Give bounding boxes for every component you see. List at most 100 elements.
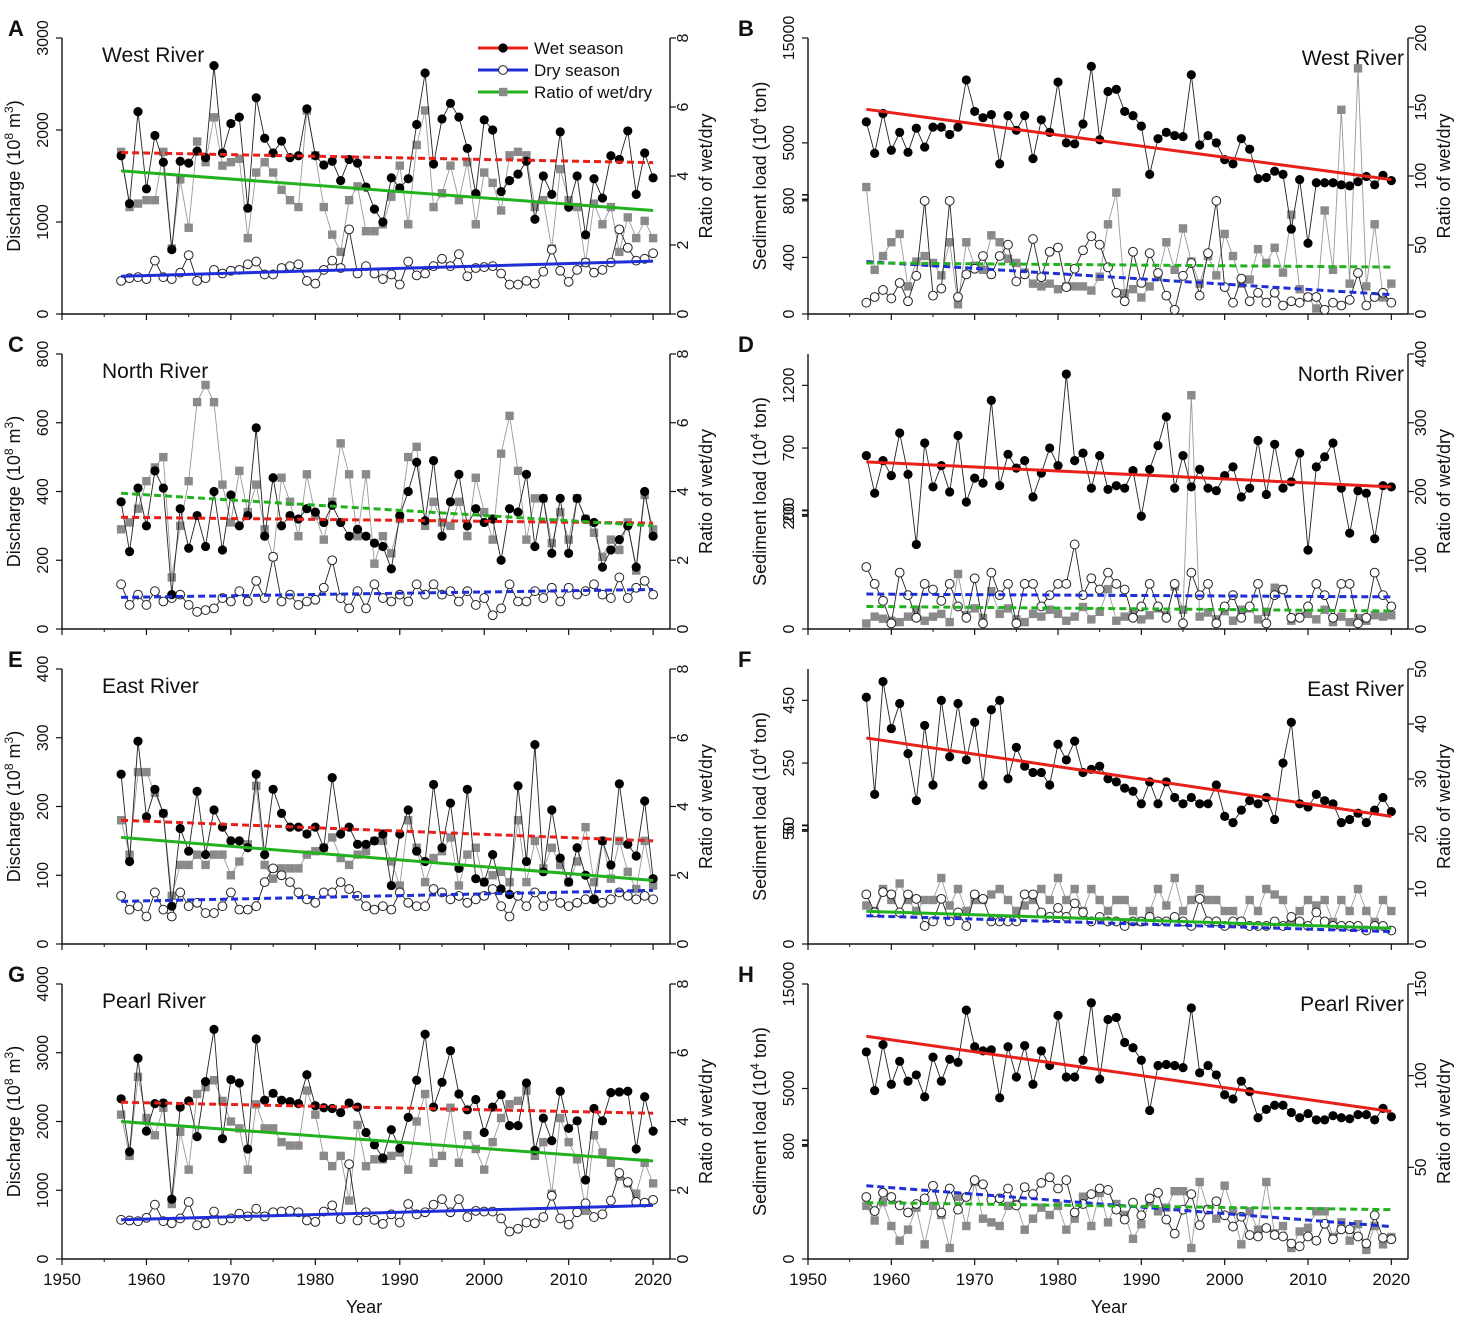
ratio-point [268,168,278,177]
ratio-point [522,877,531,887]
dry-point [149,887,160,898]
ratio-point [632,1189,641,1198]
ratio-point [589,199,599,208]
wet-point [920,1092,930,1102]
wet-point [928,1052,938,1062]
ratio-point [648,1179,658,1188]
ratio-point [429,853,438,863]
ratio-point [480,507,489,517]
wet-point [1120,1037,1130,1048]
y-tick-label: 800 [781,1133,798,1160]
wet-point [564,1123,574,1133]
wet-point [209,1024,219,1034]
wet-point [276,521,287,531]
ratio-point [218,480,227,489]
dry-point [648,1194,659,1205]
ratio-point [1137,293,1146,302]
ratio-point [1003,254,1013,263]
y2-tick-label: 0 [1413,624,1430,633]
ratio-point [1278,895,1288,905]
ratio-point [125,850,134,859]
ratio-point [1095,895,1104,905]
y2-axis-label: Ratio of wet/dry [1434,1059,1454,1184]
wet-point [175,823,185,834]
wet-point [234,112,244,122]
dry-point [1228,1221,1238,1232]
wet-point [1320,178,1330,188]
wet-point [1245,144,1255,154]
dry-point [1061,1175,1072,1185]
dry-point [1028,889,1038,900]
wet-point [861,450,871,461]
dry-point [1144,579,1155,589]
y-tick-label: 0 [781,624,798,633]
ratio-point [623,213,632,222]
ratio-point [522,151,531,160]
wet-point [936,1076,946,1086]
wet-point [895,698,905,709]
ratio-point [581,822,590,832]
dry-point [133,901,143,912]
wet-point [454,1089,464,1099]
dry-point [894,277,905,288]
ratio-point [895,1236,904,1245]
wet-point [133,107,143,117]
wet-point [488,125,498,135]
panel-title: West River [1302,47,1404,70]
dry-point [504,1226,515,1237]
dry-point [1261,1223,1272,1233]
wet-point [1295,1113,1305,1123]
ratio-point [1045,605,1054,614]
ratio-point [1103,906,1113,916]
dry-point [1311,292,1322,302]
ratio-point [192,1089,202,1099]
ratio-point [353,531,362,541]
ratio-point [962,238,971,247]
wet-point [961,497,971,507]
ratio-point [1245,895,1254,905]
dry-point [1003,1183,1013,1194]
dry-point [1261,618,1272,629]
wet-point [1278,483,1288,493]
ratio-point [978,613,988,623]
wet-point [116,497,126,507]
dry-point [403,256,414,267]
ratio-point [370,227,379,236]
ratio-point [488,1137,497,1147]
y-tick-label: 200 [35,547,52,574]
panel-title: North River [1298,363,1404,386]
y-tick-label: 200 [35,793,52,820]
wet-point [895,428,905,438]
panel-title: West River [102,44,204,67]
dry-point [335,593,346,603]
y-tick-label: 1000 [35,204,52,240]
dry-point [1161,1214,1172,1225]
wet-point [945,1054,955,1064]
dry-point [1153,1187,1163,1198]
dry-point [903,889,913,900]
wet-point [903,147,913,157]
y2-tick-label: 100 [1413,547,1430,574]
ratio-point [1262,607,1271,617]
ratio-point [1145,611,1154,620]
y2-tick-label: 8 [675,979,692,988]
ratio-point [1337,895,1346,905]
wet-point [1228,159,1238,169]
ratio-point [437,1151,447,1161]
ratio-line [120,110,654,263]
y2-axis-label: Ratio of wet/dry [1434,429,1454,554]
wet-point [184,846,194,856]
wet-point [1195,1068,1205,1078]
wet-point [1303,238,1313,248]
ratio-point [1262,884,1271,894]
dry-point [1169,579,1180,589]
y-tick-label: 800 [35,341,52,368]
wet-point [1270,439,1280,449]
panel-title: North River [102,360,208,383]
y2-axis-label: Ratio of wet/dry [696,1059,716,1184]
wet-point [953,430,963,441]
dry-point [1378,1232,1388,1243]
ratio-point [420,521,430,531]
ratio-point [505,1100,514,1109]
wet-point [361,1127,371,1138]
